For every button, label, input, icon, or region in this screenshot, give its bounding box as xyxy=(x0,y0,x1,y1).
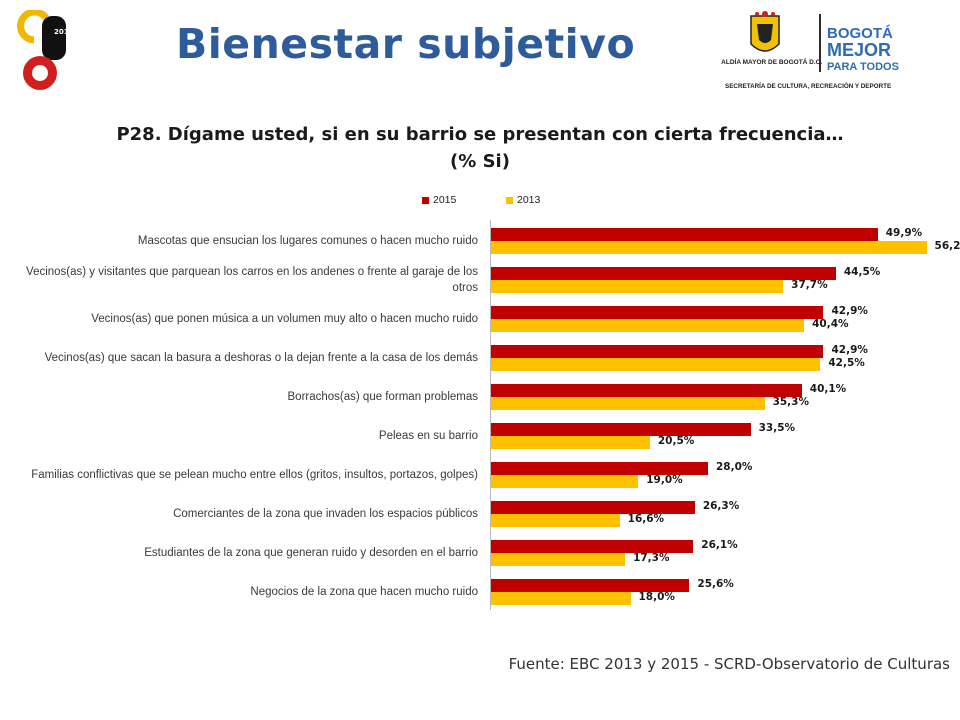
data-label-2013: 19,0% xyxy=(646,474,683,486)
bar-2013 xyxy=(491,475,639,488)
para-todos-text: PARA TODOS xyxy=(827,61,899,73)
category-label: Vecinos(as) y visitantes que parquean lo… xyxy=(26,266,478,294)
data-label-2015: 40,1% xyxy=(809,383,847,395)
legend-label-2015: 2015 xyxy=(433,194,457,206)
data-label-2013: 56,2% xyxy=(934,240,960,252)
data-label-2013: 42,5% xyxy=(828,357,865,369)
bogota-logo: ALCALDÍA MAYOR DE BOGOTÁ D.C. BOGOTÁ MEJ… xyxy=(708,6,941,96)
bar-2015 xyxy=(491,345,824,358)
category-label: Borrachos(as) que forman problemas xyxy=(287,391,478,403)
coat-of-arms-icon xyxy=(750,11,780,52)
bar-2015 xyxy=(491,540,694,553)
legend-swatch-2015 xyxy=(422,196,429,204)
bar-2015 xyxy=(491,306,824,319)
category-label: Vecinos(as) que ponen música a un volume… xyxy=(91,313,478,325)
bar-2013 xyxy=(491,514,620,527)
category-label: Comerciantes de la zona que invaden los … xyxy=(173,508,478,520)
bar-2015 xyxy=(491,267,836,280)
logo-yellow-arc xyxy=(17,8,49,44)
data-label-2015: 33,5% xyxy=(758,422,796,434)
category-label: Estudiantes de la zona que generan ruido… xyxy=(144,547,478,559)
bar-2013 xyxy=(491,319,805,332)
bar-2013 xyxy=(491,436,650,449)
legend-swatch-2013 xyxy=(506,196,513,204)
bar-2013 xyxy=(491,280,784,293)
secretaria-text: SECRETARÍA DE CULTURA, RECREACIÓN Y DEPO… xyxy=(725,81,891,90)
chart-title: P28. Dígame usted, si en su barrio se pr… xyxy=(116,124,844,145)
category-label: Vecinos(as) que sacan la basura a deshor… xyxy=(44,352,478,364)
bar-2015 xyxy=(491,501,695,514)
legend-item-2013: 2013 xyxy=(506,194,540,206)
data-label-2015: 28,0% xyxy=(716,461,753,473)
bar-2015 xyxy=(491,228,878,241)
data-label-2013: 18,0% xyxy=(638,591,675,603)
bar-2013 xyxy=(491,397,765,410)
bar-2015 xyxy=(491,423,751,436)
mejor-text: MEJOR xyxy=(827,40,891,60)
bar-2013 xyxy=(491,241,927,254)
data-label-2015: 44,5% xyxy=(843,266,881,278)
bar-2013 xyxy=(491,592,631,605)
data-label-2015: 26,3% xyxy=(702,500,740,512)
logo-black-shape xyxy=(42,16,66,60)
chart-subtitle: (% Si) xyxy=(450,151,510,172)
alcaldia-text: ALCALDÍA MAYOR DE BOGOTÁ D.C. xyxy=(721,57,822,66)
category-label: Negocios de la zona que hacen mucho ruid… xyxy=(250,586,478,598)
category-label: Peleas en su barrio xyxy=(378,430,478,442)
data-label-2015: 42,9% xyxy=(831,344,868,356)
left-logo: 2015 xyxy=(14,8,76,96)
data-label-2013: 20,5% xyxy=(657,435,695,447)
data-label-2013: 16,6% xyxy=(627,513,665,525)
legend-label-2013: 2013 xyxy=(517,194,541,206)
bar-2015 xyxy=(491,579,690,592)
bar-2015 xyxy=(491,384,802,397)
page-title: Bienestar subjetivo xyxy=(176,20,636,68)
bar-2013 xyxy=(491,553,626,566)
logo-year-text: 2015 xyxy=(54,28,74,36)
data-label-2013: 37,7% xyxy=(791,279,828,291)
bar-2013 xyxy=(491,358,821,371)
category-label: Familias conflictivas que se pelean much… xyxy=(31,469,478,481)
source-note: Fuente: EBC 2013 y 2015 - SCRD-Observato… xyxy=(508,655,950,673)
bar-2015 xyxy=(491,462,708,475)
legend-item-2015: 2015 xyxy=(422,194,456,206)
logo-divider xyxy=(819,14,821,72)
data-label-2013: 35,3% xyxy=(772,396,809,408)
data-label-2015: 26,1% xyxy=(701,539,738,551)
category-label: Mascotas que ensucian los lugares comune… xyxy=(137,235,478,247)
data-label-2013: 40,4% xyxy=(812,318,849,330)
data-label-2015: 49,9% xyxy=(885,227,923,239)
data-label-2015: 25,6% xyxy=(697,578,734,590)
data-label-2013: 17,3% xyxy=(633,552,670,564)
data-label-2015: 42,9% xyxy=(831,305,868,317)
bogota-brand: BOGOTÁ xyxy=(827,25,893,42)
category-axis xyxy=(490,220,491,610)
